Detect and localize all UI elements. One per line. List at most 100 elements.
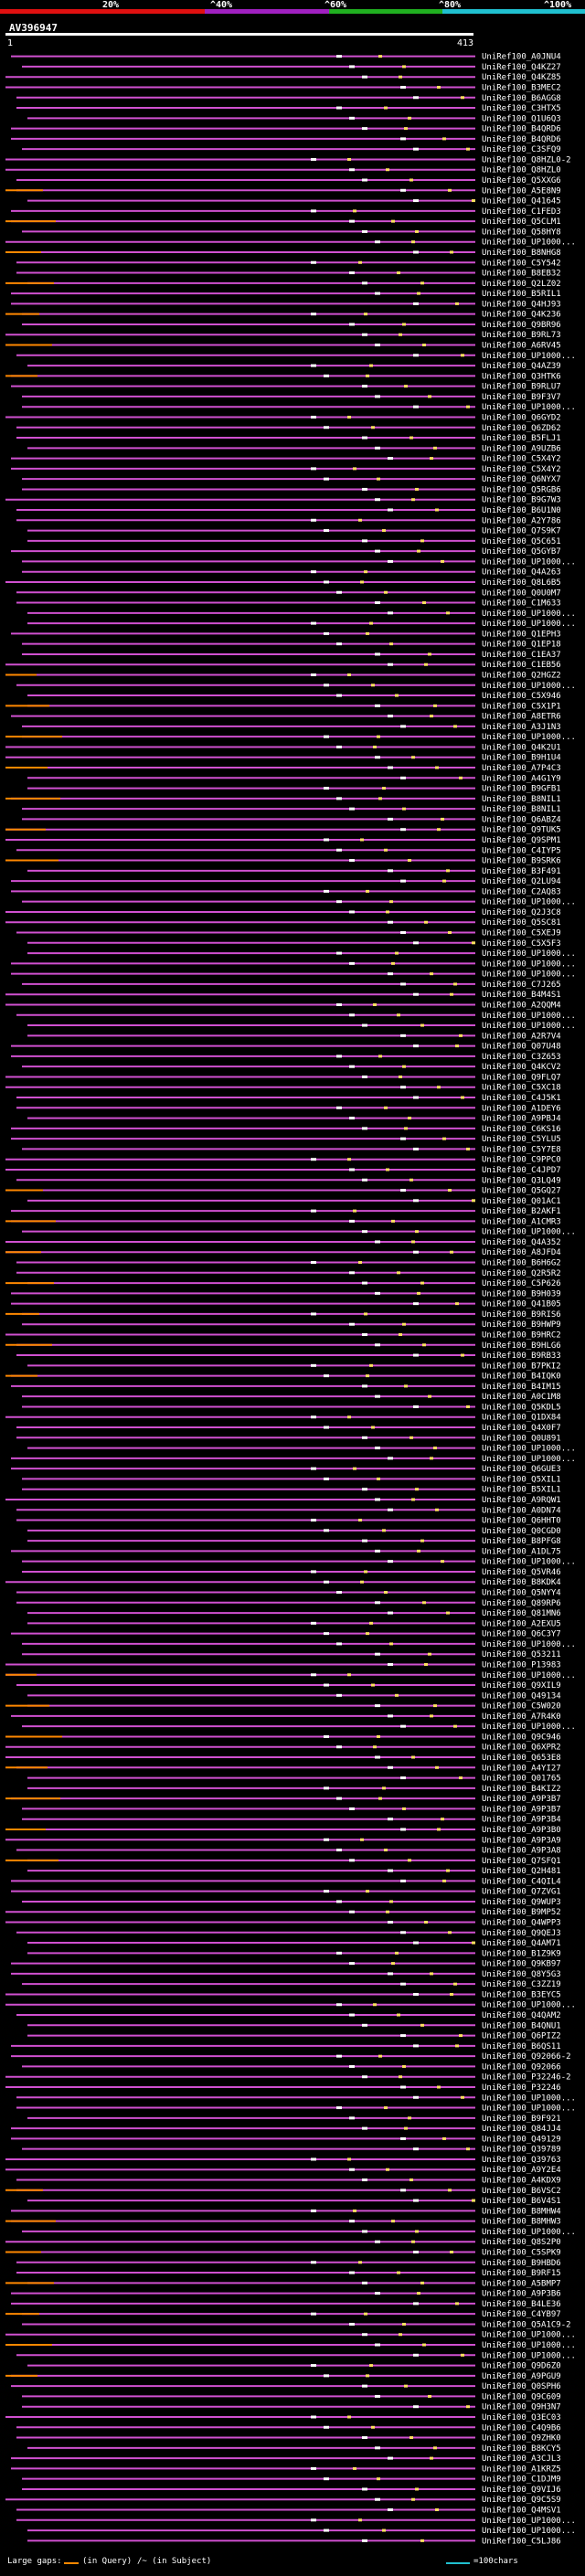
hit-label[interactable]: UniRef100_B9HBD6 <box>482 2259 561 2268</box>
hit-label[interactable]: UniRef100_B2AKF1 <box>482 1207 561 1216</box>
hit-label[interactable]: UniRef100_C5SPK9 <box>482 2248 561 2257</box>
hit-label[interactable]: UniRef100_C4JPD7 <box>482 1166 561 1175</box>
hit-label[interactable]: UniRef100_Q6ABZ4 <box>482 815 561 824</box>
hit-label[interactable]: UniRef100_C3HTX5 <box>482 104 561 113</box>
hit-label[interactable]: UniRef100_Q3EC03 <box>482 2413 561 2422</box>
hit-label[interactable]: UniRef100_Q4KZ27 <box>482 63 561 72</box>
hit-label[interactable]: UniRef100_Q6C3Y7 <box>482 1630 561 1639</box>
hit-label[interactable]: UniRef100_C2AQ83 <box>482 887 561 896</box>
hit-label[interactable]: UniRef100_B8NIL1 <box>482 795 561 804</box>
hit-label[interactable]: UniRef100_C6KS16 <box>482 1125 561 1134</box>
hit-label[interactable]: UniRef100_Q4KCV2 <box>482 1063 561 1072</box>
hit-label[interactable]: UniRef100_B5FLJ1 <box>482 434 561 443</box>
hit-label[interactable]: UniRef100_A5E8N9 <box>482 186 561 196</box>
hit-label[interactable]: UniRef100_UP1000... <box>482 2331 576 2340</box>
hit-label[interactable]: UniRef100_Q53211 <box>482 1650 561 1659</box>
hit-label[interactable]: UniRef100_UP1000... <box>482 949 576 959</box>
hit-label[interactable]: UniRef100_Q8Y5G3 <box>482 1970 561 1979</box>
hit-label[interactable]: UniRef100_A4G1Y9 <box>482 774 561 783</box>
hit-label[interactable]: UniRef100_C5P626 <box>482 1279 561 1288</box>
hit-label[interactable]: UniRef100_UP1000... <box>482 1455 576 1464</box>
hit-label[interactable]: UniRef100_B1Z9K9 <box>482 1949 561 1958</box>
hit-label[interactable]: UniRef100_Q2LU94 <box>482 877 561 886</box>
hit-label[interactable]: UniRef100_Q6HHT0 <box>482 1517 561 1526</box>
hit-label[interactable]: UniRef100_C5X5F3 <box>482 939 561 949</box>
hit-label[interactable]: UniRef100_Q9VIJ6 <box>482 2486 561 2495</box>
hit-label[interactable]: UniRef100_C3SFQ9 <box>482 145 561 154</box>
hit-label[interactable]: UniRef100_C4YB97 <box>482 2310 561 2319</box>
hit-label[interactable]: UniRef100_UP1000... <box>482 239 576 248</box>
hit-label[interactable]: UniRef100_UP1000... <box>482 557 576 567</box>
hit-label[interactable]: UniRef100_UP1000... <box>482 620 576 629</box>
hit-label[interactable]: UniRef100_C5X1P1 <box>482 702 561 711</box>
hit-label[interactable]: UniRef100_UP1000... <box>482 1445 576 1454</box>
hit-label[interactable]: UniRef100_Q9D6Z0 <box>482 2362 561 2371</box>
hit-label[interactable]: UniRef100_UP1000... <box>482 352 576 361</box>
hit-label[interactable]: UniRef100_B9F921 <box>482 2115 561 2124</box>
hit-label[interactable]: UniRef100_B9H1U4 <box>482 754 561 763</box>
hit-label[interactable]: UniRef100_C4QIL4 <box>482 1877 561 1886</box>
hit-label[interactable]: UniRef100_B9RB33 <box>482 1352 561 1361</box>
hit-label[interactable]: UniRef100_Q1EP18 <box>482 641 561 650</box>
hit-label[interactable]: UniRef100_A9P3A8 <box>482 1847 561 1856</box>
hit-label[interactable]: UniRef100_A7R4K0 <box>482 1712 561 1722</box>
hit-label[interactable]: UniRef100_C1FED3 <box>482 207 561 217</box>
hit-label[interactable]: UniRef100_A0C1M8 <box>482 1393 561 1402</box>
hit-label[interactable]: UniRef100_Q6GUE3 <box>482 1465 561 1474</box>
hit-label[interactable]: UniRef100_Q1EPH3 <box>482 630 561 639</box>
hit-label[interactable]: UniRef100_Q58HY8 <box>482 228 561 237</box>
hit-label[interactable]: UniRef100_Q84JJ4 <box>482 2125 561 2134</box>
hit-label[interactable]: UniRef100_A9P3B7 <box>482 1805 561 1814</box>
hit-label[interactable]: UniRef100_B3MEC2 <box>482 83 561 92</box>
hit-label[interactable]: UniRef100_Q2J3C8 <box>482 908 561 917</box>
hit-label[interactable]: UniRef100_C5XC18 <box>482 1084 561 1093</box>
hit-label[interactable]: UniRef100_B6AGG8 <box>482 94 561 103</box>
hit-label[interactable]: UniRef100_A9PBJ4 <box>482 1115 561 1124</box>
hit-label[interactable]: UniRef100_B9RIS6 <box>482 1310 561 1320</box>
hit-label[interactable]: UniRef100_B5XIL1 <box>482 1486 561 1495</box>
hit-label[interactable]: UniRef100_UP1000... <box>482 2517 576 2526</box>
hit-label[interactable]: UniRef100_C5LJ86 <box>482 2537 561 2546</box>
hit-label[interactable]: UniRef100_UP1000... <box>482 959 576 969</box>
hit-label[interactable]: UniRef100_Q0U0M7 <box>482 588 561 598</box>
hit-label[interactable]: UniRef100_A2EXU5 <box>482 1619 561 1628</box>
hit-label[interactable]: UniRef100_Q39763 <box>482 2156 561 2165</box>
hit-label[interactable]: UniRef100_B9HRC2 <box>482 1330 561 1340</box>
hit-label[interactable]: UniRef100_Q41B05 <box>482 1300 561 1309</box>
hit-label[interactable]: UniRef100_Q9XIL9 <box>482 1681 561 1691</box>
hit-label[interactable]: UniRef100_Q89RP6 <box>482 1599 561 1608</box>
hit-label[interactable]: UniRef100_A2Y786 <box>482 516 561 525</box>
hit-label[interactable]: UniRef100_Q8HZL0 <box>482 166 561 175</box>
hit-label[interactable]: UniRef100_Q5GYB7 <box>482 547 561 557</box>
hit-label[interactable]: UniRef100_Q5RGB6 <box>482 485 561 494</box>
hit-label[interactable]: UniRef100_A9P3B4 <box>482 1816 561 1825</box>
hit-label[interactable]: UniRef100_A9RQW1 <box>482 1496 561 1505</box>
hit-label[interactable]: UniRef100_UP1000... <box>482 682 576 691</box>
hit-label[interactable]: UniRef100_C3Z653 <box>482 1053 561 1062</box>
hit-label[interactable]: UniRef100_Q2H481 <box>482 1867 561 1876</box>
hit-label[interactable]: UniRef100_Q6ZD62 <box>482 424 561 433</box>
hit-label[interactable]: UniRef100_A1CMR3 <box>482 1217 561 1226</box>
hit-label[interactable]: UniRef100_Q39789 <box>482 2146 561 2155</box>
hit-label[interactable]: UniRef100_C5X4Y2 <box>482 455 561 464</box>
hit-label[interactable]: UniRef100_Q4MSV1 <box>482 2507 561 2516</box>
hit-label[interactable]: UniRef100_C5YLU5 <box>482 1135 561 1144</box>
hit-label[interactable]: UniRef100_A9P3B6 <box>482 2290 561 2299</box>
hit-label[interactable]: UniRef100_Q01765 <box>482 1775 561 1784</box>
hit-label[interactable]: UniRef100_B9GFB1 <box>482 785 561 794</box>
hit-label[interactable]: UniRef100_UP1000... <box>482 2341 576 2350</box>
hit-label[interactable]: UniRef100_Q49129 <box>482 2135 561 2144</box>
hit-label[interactable]: UniRef100_P32246 <box>482 2083 561 2093</box>
hit-label[interactable]: UniRef100_C3ZZ19 <box>482 1980 561 1989</box>
hit-label[interactable]: UniRef100_C1M633 <box>482 599 561 609</box>
hit-label[interactable]: UniRef100_A5BMP7 <box>482 2279 561 2288</box>
hit-label[interactable]: UniRef100_C1EA37 <box>482 651 561 660</box>
hit-label[interactable]: UniRef100_UP1000... <box>482 2527 576 2536</box>
hit-label[interactable]: UniRef100_B9MP52 <box>482 1908 561 1917</box>
hit-label[interactable]: UniRef100_B9H039 <box>482 1289 561 1299</box>
hit-label[interactable]: UniRef100_UP1000... <box>482 2104 576 2114</box>
hit-label[interactable]: UniRef100_Q7SFQ1 <box>482 1857 561 1866</box>
hit-label[interactable]: UniRef100_A9P3A9 <box>482 1836 561 1845</box>
hit-label[interactable]: UniRef100_C5XEJ9 <box>482 929 561 938</box>
hit-label[interactable]: UniRef100_B6U1N0 <box>482 506 561 515</box>
